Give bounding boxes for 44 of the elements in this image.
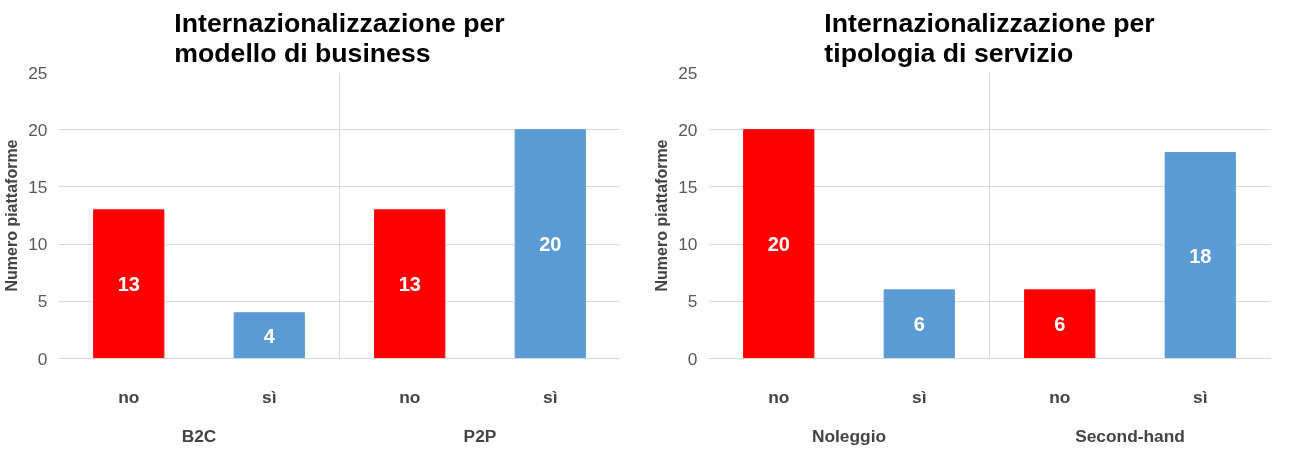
bar	[93, 209, 165, 359]
x-tick-label: no	[118, 386, 140, 407]
chart-title: Internazionalizzazione per tipologia di servizio	[824, 7, 1155, 68]
x-tick-label: sì	[262, 386, 277, 407]
data-label: 20	[767, 233, 790, 256]
bar	[1024, 289, 1096, 359]
x-tick-label: sì	[1193, 386, 1208, 407]
bar	[374, 209, 446, 359]
y-tick-label: 10	[28, 234, 48, 255]
y-tick-label: 15	[678, 176, 698, 197]
data-label: 13	[398, 273, 421, 296]
x-tick-label: no	[768, 386, 790, 407]
y-axis-title: Numero piattaforme	[653, 139, 671, 292]
y-tick-label: 5	[37, 291, 48, 312]
y-tick-label: 0	[687, 348, 698, 369]
data-label: 6	[1054, 313, 1066, 336]
y-tick-label: 15	[28, 176, 48, 197]
bar	[233, 312, 305, 359]
y-tick-label: 25	[28, 62, 48, 83]
data-label: 18	[1189, 244, 1212, 267]
x-tick-label: sì	[543, 386, 558, 407]
data-label: 13	[117, 273, 140, 296]
y-tick-label: 20	[678, 119, 698, 140]
chart-title: Internazionalizzazione per modello di business	[174, 7, 505, 68]
text: B2C	[181, 425, 217, 446]
bar	[1164, 152, 1236, 359]
text: Noleggio	[811, 425, 887, 446]
y-tick-label: 10	[678, 234, 698, 255]
bar	[743, 129, 815, 359]
x-tick-label: no	[1049, 386, 1071, 407]
data-label: 20	[539, 233, 562, 256]
text: P2P	[463, 425, 497, 446]
x-tick-label: sì	[912, 386, 927, 407]
y-tick-label: 25	[678, 62, 698, 83]
y-tick-label: 0	[37, 348, 48, 369]
bar	[514, 129, 586, 359]
bar	[883, 289, 955, 359]
text: Second-hand	[1075, 425, 1185, 446]
data-label: 6	[913, 313, 925, 336]
y-tick-label: 5	[687, 291, 698, 312]
y-tick-label: 20	[28, 119, 48, 140]
data-label: 4	[263, 324, 276, 347]
x-tick-label: no	[399, 386, 421, 407]
y-axis-title: Numero piattaforme	[3, 139, 21, 292]
